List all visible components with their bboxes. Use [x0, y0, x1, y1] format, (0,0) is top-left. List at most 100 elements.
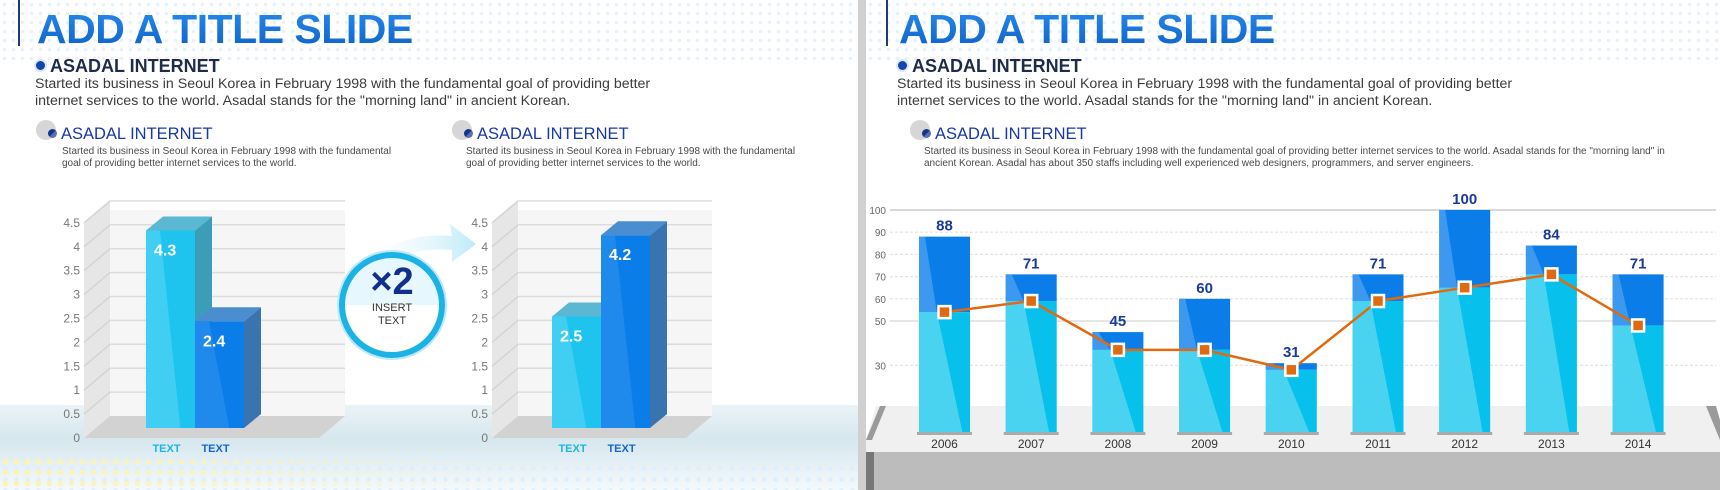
bar-base	[917, 432, 972, 435]
y-tick-label: 4	[73, 240, 80, 254]
y-tick-label: 2.5	[63, 312, 80, 326]
x-category-label: 2007	[1018, 437, 1045, 451]
y-tick-label: 3.5	[471, 264, 488, 278]
bar-value-label: 71	[1023, 255, 1040, 272]
gridline	[491, 343, 519, 367]
bar-top	[146, 216, 212, 231]
bar-value-label: 84	[1543, 227, 1560, 244]
dot-pattern	[0, 0, 858, 60]
bullet-icon	[464, 129, 473, 138]
bar-upper-highlight	[919, 236, 937, 313]
bar-value-label: 88	[936, 218, 953, 235]
heading: ASADAL INTERNET	[898, 56, 1082, 77]
section-text-1: Started its business in Seoul Korea in F…	[62, 146, 392, 169]
bar-value-label: 71	[1630, 255, 1647, 272]
line-marker	[1284, 362, 1299, 378]
bar-base	[1350, 432, 1406, 435]
platform-corner	[866, 452, 874, 490]
bar-side	[244, 307, 261, 428]
gridline	[83, 295, 111, 320]
x-category-label: 2008	[1105, 437, 1132, 451]
y-tick-label: 3	[481, 288, 488, 302]
badge-line-1: INSERT	[371, 302, 413, 314]
bar-value-label: 45	[1110, 313, 1127, 330]
gridline	[491, 272, 519, 296]
bar-lower-highlight	[1005, 301, 1050, 432]
chart-side-wall	[84, 201, 110, 438]
y-tick-label: 50	[875, 317, 887, 328]
dot-pattern	[866, 0, 1720, 60]
gridline	[83, 319, 111, 343]
gridline	[491, 295, 519, 320]
x-category-label: 2006	[931, 437, 958, 451]
x-category-label: 2010	[1278, 437, 1305, 451]
subheading-text: ASADAL INTERNET	[61, 125, 213, 143]
line-marker	[937, 304, 952, 320]
paragraph: Started its business in Seoul Korea in F…	[35, 76, 650, 110]
bar-top	[195, 307, 261, 322]
y-tick-label: 4	[481, 240, 488, 254]
gridline	[83, 367, 111, 391]
bar-upper-highlight	[1179, 298, 1197, 350]
gridline	[491, 367, 519, 391]
bar-highlight	[146, 230, 181, 428]
bullet-icon	[36, 61, 45, 70]
slide-left: ADD A TITLE SLIDE ASADAL INTERNET Starte…	[0, 0, 858, 490]
paragraph-line: Started its business in Seoul Korea in F…	[897, 76, 1513, 92]
slide-title: ADD A TITLE SLIDE	[899, 6, 1275, 52]
y-tick-label: 4.5	[63, 216, 80, 230]
subheading-text: ASADAL INTERNET	[935, 125, 1087, 143]
y-tick-label: 30	[875, 361, 887, 372]
bar-highlight	[601, 235, 636, 428]
gridline	[491, 248, 519, 272]
bar-value-label: 60	[1196, 280, 1213, 297]
y-tick-label: 2	[481, 335, 488, 349]
bar-value-label: 2.5	[560, 329, 582, 346]
gridline	[83, 248, 111, 272]
heading-text: ASADAL INTERNET	[912, 56, 1082, 76]
line-marker	[1023, 293, 1039, 309]
y-tick-label: 60	[875, 295, 887, 306]
multiplier-badge: ×2 INSERT TEXT	[339, 252, 445, 358]
gridline	[491, 200, 519, 224]
subheading-1: ASADAL INTERNET	[48, 125, 213, 144]
y-tick-label: 1.5	[63, 359, 80, 373]
line-marker	[1110, 342, 1126, 358]
multiplier-text: ×2	[370, 261, 414, 303]
bar-base	[1177, 432, 1233, 435]
platform-edge	[866, 406, 886, 440]
y-tick-label: 80	[875, 250, 887, 261]
platform-front	[870, 452, 1720, 490]
bar-upper-highlight	[1525, 245, 1544, 275]
bar-side	[650, 221, 667, 428]
y-tick-label: 2	[73, 335, 80, 349]
bar-lower-highlight	[1265, 369, 1310, 432]
line-marker	[1197, 342, 1212, 358]
badge-line-2: TEXT	[377, 315, 407, 327]
x-category-label: 2014	[1625, 437, 1652, 451]
gridline	[491, 391, 519, 415]
heading-text: ASADAL INTERNET	[50, 56, 220, 76]
line-marker	[1370, 293, 1386, 309]
bar-lower-highlight	[1439, 287, 1483, 432]
bar-value-label: 4.3	[154, 242, 176, 259]
y-tick-label: 1	[481, 383, 488, 397]
bar-value-label: 4.2	[609, 247, 631, 264]
subheading-2: ASADAL INTERNET	[464, 125, 629, 144]
x-category-label: 2013	[1538, 437, 1565, 451]
bar-lower-highlight	[1179, 349, 1223, 432]
gridline	[491, 224, 519, 248]
paragraph-line: Started its business in Seoul Korea in F…	[35, 76, 651, 92]
bullet-icon	[898, 61, 907, 70]
bar-upper-highlight	[1005, 274, 1024, 302]
y-tick-label: 90	[875, 228, 887, 239]
platform-edge	[1706, 406, 1720, 440]
bar-base	[1523, 432, 1579, 435]
bullet-icon	[48, 129, 57, 138]
x-category-label: TEXT	[201, 443, 229, 455]
line-marker	[1630, 318, 1646, 333]
y-tick-label: 0	[73, 431, 80, 445]
y-tick-label: 4.5	[471, 216, 488, 230]
title-accent-line	[18, 0, 20, 46]
bar-base	[1090, 432, 1146, 435]
